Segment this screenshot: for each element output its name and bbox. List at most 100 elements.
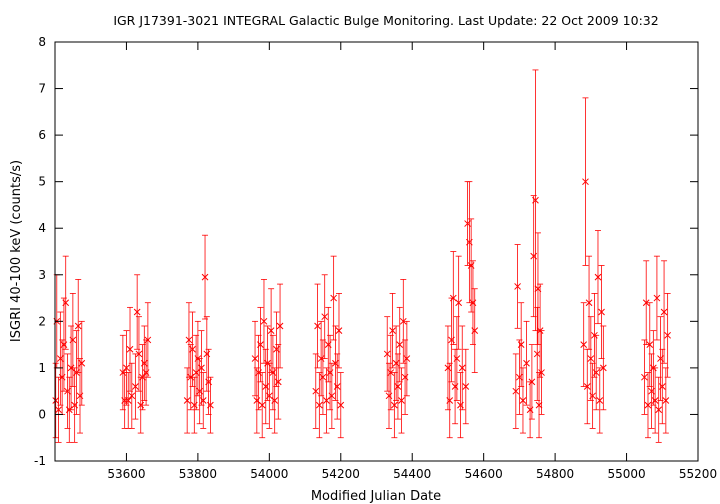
data-point	[596, 397, 604, 404]
data-point	[74, 322, 82, 330]
data-point	[444, 364, 452, 372]
data-point	[587, 355, 595, 362]
data-point	[519, 397, 527, 404]
data-point	[257, 341, 264, 348]
data-point	[399, 317, 407, 325]
data-point	[65, 406, 73, 414]
data-point	[267, 327, 275, 334]
data-point	[391, 401, 398, 409]
data-point	[649, 364, 657, 372]
data-point	[448, 336, 455, 344]
data-point	[255, 369, 262, 376]
data-point	[271, 397, 279, 404]
data-point	[260, 317, 268, 325]
data-point	[642, 299, 650, 307]
data-point	[317, 355, 325, 362]
data-point	[534, 285, 542, 293]
data-point	[126, 345, 134, 353]
data-point	[592, 369, 600, 376]
x-axis-label: Modified Julian Date	[311, 489, 441, 504]
data-point	[455, 299, 463, 307]
data-point	[52, 397, 60, 404]
data-point	[591, 331, 598, 339]
data-point	[187, 373, 195, 381]
data-point	[276, 322, 284, 330]
data-point	[135, 350, 143, 358]
x-tick-label: 54600	[465, 467, 503, 481]
data-point	[333, 383, 341, 390]
data-point	[76, 392, 84, 400]
data-point	[469, 299, 477, 307]
x-tick-label: 55000	[607, 467, 645, 481]
data-point	[273, 345, 280, 353]
y-axis-label: ISGRI 40-100 keV (counts/s)	[9, 160, 24, 342]
y-tick-label: 4	[38, 221, 46, 235]
data-point	[599, 364, 607, 372]
data-point	[314, 322, 321, 330]
x-tick-label: 54200	[322, 467, 360, 481]
data-point	[192, 369, 200, 376]
x-tick-label: 53600	[107, 467, 145, 481]
data-point	[451, 383, 459, 390]
data-point	[60, 341, 68, 348]
data-point	[196, 387, 204, 395]
data-point	[660, 308, 668, 316]
data-point	[324, 341, 332, 348]
data-point	[523, 359, 530, 367]
data-point	[449, 294, 457, 302]
data-point	[198, 364, 205, 372]
data-point	[657, 355, 664, 362]
data-point	[664, 331, 671, 339]
data-point	[144, 336, 152, 344]
data-point	[319, 373, 327, 381]
data-point	[457, 401, 464, 409]
data-point	[262, 383, 270, 390]
data-point	[662, 397, 670, 404]
data-point	[536, 327, 544, 334]
data-point	[69, 336, 77, 344]
data-point	[516, 373, 523, 381]
data-point	[658, 383, 666, 390]
data-point	[594, 273, 602, 281]
data-point	[653, 294, 661, 302]
data-point	[62, 299, 70, 307]
y-tick-label: 2	[38, 314, 46, 328]
data-point	[139, 373, 146, 381]
y-tick-label: 7	[38, 82, 46, 96]
data-points	[52, 178, 671, 414]
data-point	[512, 387, 520, 395]
data-point	[274, 378, 282, 386]
data-point	[335, 327, 343, 334]
data-point	[535, 401, 543, 409]
data-point	[185, 336, 193, 344]
data-point	[396, 341, 404, 348]
chart-title: IGR J17391-3021 INTEGRAL Galactic Bulge …	[113, 13, 658, 28]
error-bars	[52, 69, 671, 443]
y-tick-label: 1	[38, 361, 46, 375]
data-point	[71, 401, 79, 409]
data-point	[203, 350, 211, 358]
data-point	[641, 373, 648, 381]
data-point	[142, 369, 150, 376]
data-point	[530, 252, 538, 260]
data-point	[58, 373, 66, 381]
data-point	[321, 313, 329, 321]
data-point	[258, 401, 266, 409]
data-point	[471, 327, 479, 334]
data-point	[514, 283, 521, 290]
data-point	[332, 359, 339, 367]
y-tick-label: 6	[38, 128, 46, 142]
data-point	[67, 364, 75, 372]
data-point	[199, 397, 207, 404]
data-point	[533, 350, 541, 358]
data-point	[205, 378, 212, 386]
data-point	[580, 341, 588, 348]
data-point	[57, 355, 64, 362]
data-point	[137, 401, 145, 409]
data-point	[385, 392, 393, 400]
data-point	[401, 373, 409, 381]
data-point	[189, 345, 196, 353]
data-point	[453, 355, 461, 362]
data-point	[646, 341, 654, 348]
data-point	[589, 392, 596, 400]
